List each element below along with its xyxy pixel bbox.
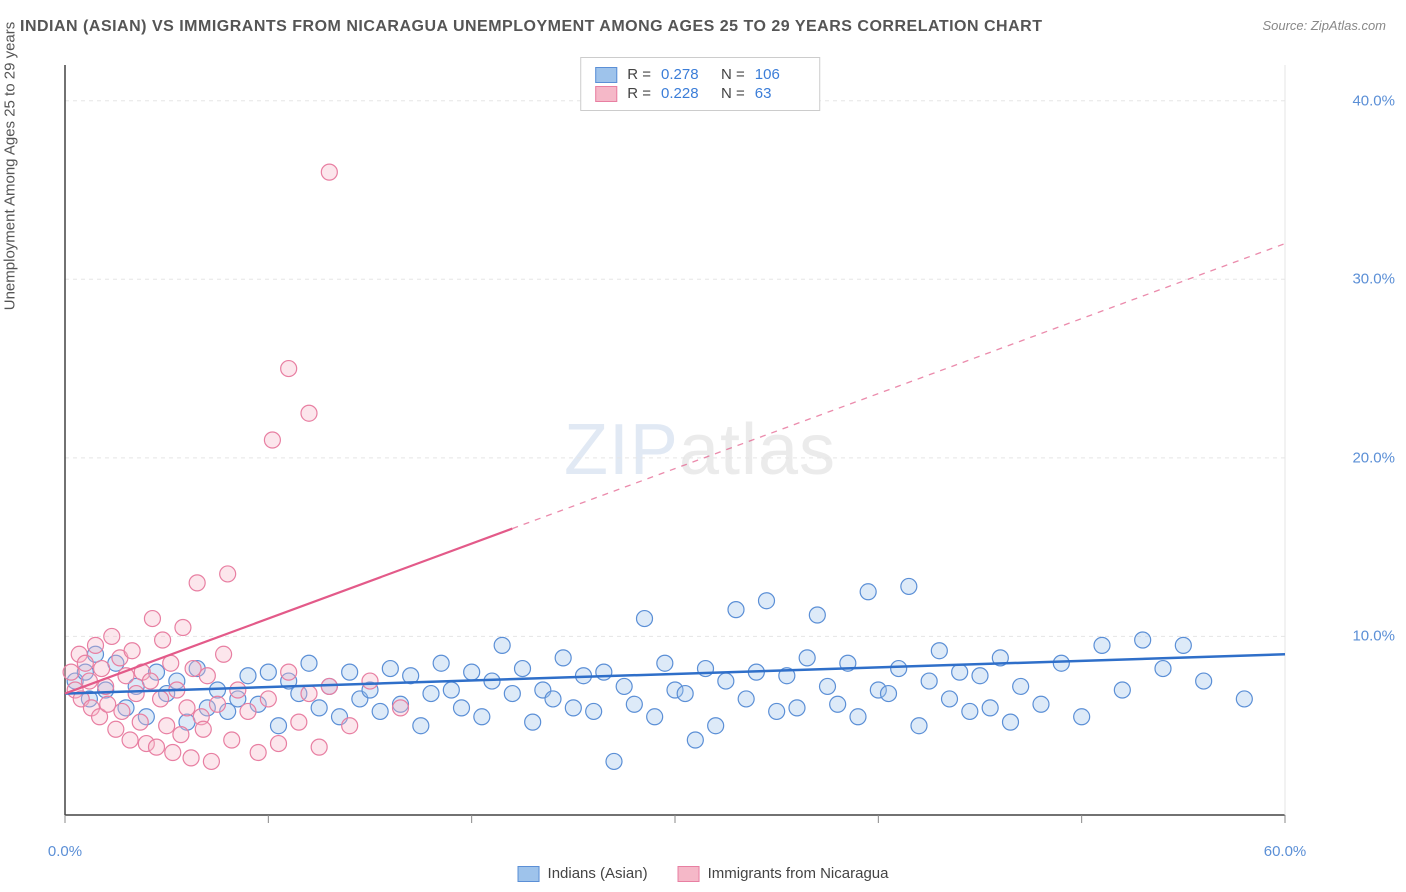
y-axis-label: Unemployment Among Ages 25 to 29 years: [2, 22, 19, 311]
y-tick-label: 20.0%: [1352, 449, 1395, 466]
legend-series: Indians (Asian) Immigrants from Nicaragu…: [518, 865, 889, 882]
legend-item: Indians (Asian): [518, 865, 648, 882]
legend-swatch-blue: [595, 67, 617, 83]
y-tick-label: 40.0%: [1352, 92, 1395, 109]
legend-row: R = 0.228 N = 63: [595, 85, 805, 102]
legend-label: Immigrants from Nicaragua: [708, 865, 889, 882]
legend-swatch-pink: [678, 866, 700, 882]
x-tick-label: 60.0%: [1264, 843, 1307, 860]
legend-swatch-pink: [595, 86, 617, 102]
chart-area: ZIPatlas R = 0.278 N = 106 R = 0.228 N =…: [55, 55, 1345, 845]
y-tick-label: 10.0%: [1352, 628, 1395, 645]
legend-row: R = 0.278 N = 106: [595, 66, 805, 83]
legend-swatch-blue: [518, 866, 540, 882]
source-citation: Source: ZipAtlas.com: [1262, 18, 1386, 33]
x-tick-label: 0.0%: [48, 843, 82, 860]
legend-item: Immigrants from Nicaragua: [678, 865, 889, 882]
scatter-chart: [55, 55, 1345, 845]
y-tick-label: 30.0%: [1352, 271, 1395, 288]
chart-title: INDIAN (ASIAN) VS IMMIGRANTS FROM NICARA…: [20, 18, 1042, 36]
legend-label: Indians (Asian): [548, 865, 648, 882]
legend-correlation: R = 0.278 N = 106 R = 0.228 N = 63: [580, 57, 820, 111]
